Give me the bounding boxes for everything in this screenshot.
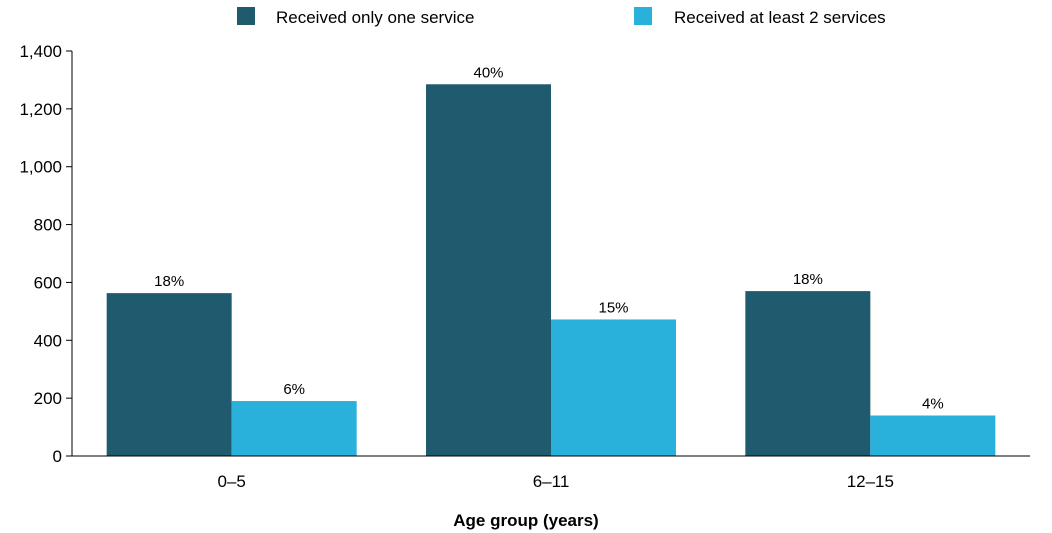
y-tick-label: 0	[53, 447, 62, 466]
bar	[231, 401, 357, 456]
legend-swatch-series-1	[237, 7, 255, 25]
x-axis: 0–5 6–11 12–15	[72, 455, 1030, 491]
data-label: 18%	[154, 273, 184, 290]
data-label: 6%	[283, 381, 305, 398]
x-tick-label: 12–15	[847, 472, 894, 491]
data-label: 4%	[922, 396, 944, 413]
bars: 18% 6% 40% 15% 18% 4%	[106, 64, 996, 457]
data-label: 40%	[473, 64, 503, 81]
bar	[426, 84, 551, 457]
y-tick-label: 200	[34, 389, 62, 408]
legend-swatch-series-2	[634, 7, 652, 25]
x-axis-title: Age group (years)	[453, 511, 598, 530]
y-tick-label: 1,200	[19, 100, 62, 119]
x-tick-label: 0–5	[217, 472, 245, 491]
y-tick-label: 1,400	[19, 42, 62, 61]
legend: Received only one service Received at le…	[237, 7, 886, 27]
data-label: 15%	[598, 299, 628, 316]
y-axis: 0 200 400 600 800 1,000 1,200 1,400	[19, 42, 73, 466]
bar	[870, 415, 996, 456]
y-tick-label: 400	[34, 331, 62, 350]
bar	[745, 291, 871, 456]
legend-label-series-1: Received only one service	[276, 8, 474, 27]
y-tick-label: 600	[34, 273, 62, 292]
y-tick-label: 800	[34, 216, 62, 235]
legend-label-series-2: Received at least 2 services	[674, 8, 886, 27]
y-tick-label: 1,000	[19, 158, 62, 177]
x-tick-label: 6–11	[533, 472, 570, 491]
bar	[106, 293, 232, 456]
bar	[551, 319, 676, 456]
data-label: 18%	[793, 271, 823, 288]
